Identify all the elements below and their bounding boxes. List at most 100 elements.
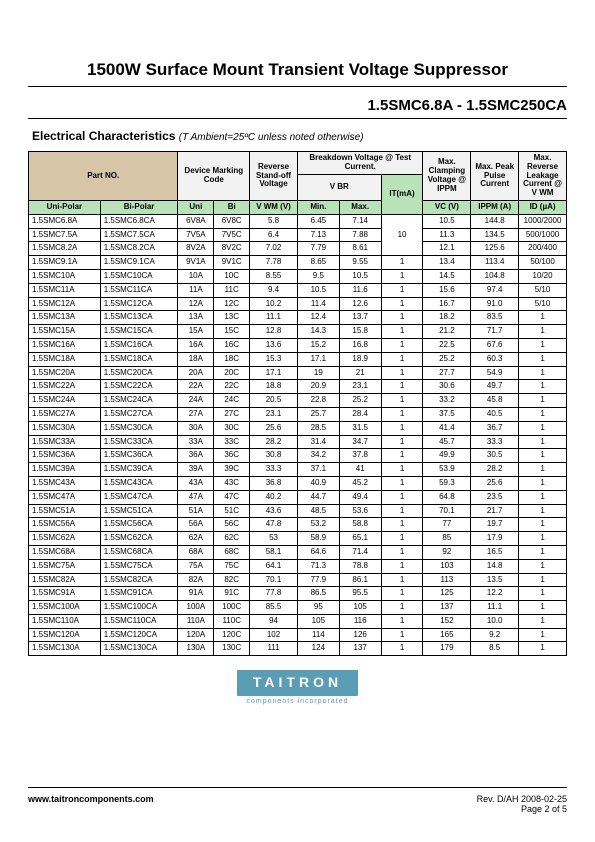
cell: 1 xyxy=(381,463,423,477)
cell: 1.5SMC9.1A xyxy=(29,256,101,270)
cell: 10.2 xyxy=(250,297,298,311)
cell: 7.13 xyxy=(297,228,339,242)
cell: 165 xyxy=(423,628,471,642)
part-range: 1.5SMC6.8A - 1.5SMC250CA xyxy=(28,97,567,114)
cell: 7.78 xyxy=(250,256,298,270)
cell: 95.5 xyxy=(339,587,381,601)
cell: 64.6 xyxy=(297,545,339,559)
cell: 10.5 xyxy=(297,283,339,297)
cell: 144.8 xyxy=(471,214,519,228)
cell: 36A xyxy=(178,449,214,463)
cell: 137 xyxy=(339,642,381,656)
cell: 1 xyxy=(519,366,567,380)
cell: 1 xyxy=(519,587,567,601)
col-breakdown: Breakdown Voltage @ Test Current. xyxy=(297,152,423,175)
cell: 18.8 xyxy=(250,380,298,394)
cell: 179 xyxy=(423,642,471,656)
cell: 6.4 xyxy=(250,228,298,242)
col-bi-polar: Bi-Polar xyxy=(100,200,178,214)
cell: 28.4 xyxy=(339,407,381,421)
cell: 12.2 xyxy=(471,587,519,601)
cell: 53.2 xyxy=(297,518,339,532)
cell: 58.8 xyxy=(339,518,381,532)
cell: 1.5SMC82CA xyxy=(100,573,178,587)
cell: 16.7 xyxy=(423,297,471,311)
cell: 1.5SMC8.2CA xyxy=(100,242,178,256)
col-part-no: Part NO. xyxy=(29,152,178,201)
cell: 8.55 xyxy=(250,269,298,283)
table-row: 1.5SMC75A1.5SMC75CA75A75C64.171.378.8110… xyxy=(29,559,567,573)
cell: 1 xyxy=(519,325,567,339)
cell: 37.5 xyxy=(423,407,471,421)
table-row: 1.5SMC82A1.5SMC82CA82A82C70.177.986.1111… xyxy=(29,573,567,587)
cell: 67.6 xyxy=(471,338,519,352)
cell: 14.8 xyxy=(471,559,519,573)
cell: 1.5SMC47A xyxy=(29,490,101,504)
cell: 10.5 xyxy=(423,214,471,228)
cell: 7.79 xyxy=(297,242,339,256)
cell: 92 xyxy=(423,545,471,559)
section-note: (T Ambient=25ºC unless noted otherwise) xyxy=(179,132,364,143)
col-it: IT(mA) xyxy=(381,174,423,214)
col-uni: Uni xyxy=(178,200,214,214)
cell: 1.5SMC6.8CA xyxy=(100,214,178,228)
cell: 71.3 xyxy=(297,559,339,573)
cell: 125.6 xyxy=(471,242,519,256)
cell: 9.5 xyxy=(297,269,339,283)
cell: 1 xyxy=(519,338,567,352)
cell: 25.6 xyxy=(250,421,298,435)
cell: 1.5SMC68A xyxy=(29,545,101,559)
cell: 120A xyxy=(178,628,214,642)
cell: 21.7 xyxy=(471,504,519,518)
cell: 1.5SMC39A xyxy=(29,463,101,477)
cell: 1.5SMC10A xyxy=(29,269,101,283)
cell: 54.9 xyxy=(471,366,519,380)
cell: 75C xyxy=(214,559,250,573)
cell: 1.5SMC110CA xyxy=(100,614,178,628)
col-max: Max. xyxy=(339,200,381,214)
cell: 6V8A xyxy=(178,214,214,228)
table-row: 1.5SMC7.5A1.5SMC7.5CA7V5A7V5C6.47.137.88… xyxy=(29,228,567,242)
cell: 1 xyxy=(381,435,423,449)
cell: 11.1 xyxy=(250,311,298,325)
logo-subtitle: components incorporated xyxy=(28,698,567,705)
cell: 1.5SMC11CA xyxy=(100,283,178,297)
cell: 1000/2000 xyxy=(519,214,567,228)
table-row: 1.5SMC68A1.5SMC68CA68A68C58.164.671.4192… xyxy=(29,545,567,559)
footer: www.taitroncomponents.com Rev. D/AH 2008… xyxy=(28,787,567,814)
cell: 6V8C xyxy=(214,214,250,228)
cell: 1 xyxy=(381,311,423,325)
cell: 43C xyxy=(214,476,250,490)
cell: 95 xyxy=(297,601,339,615)
cell: 16A xyxy=(178,338,214,352)
cell: 1.5SMC24CA xyxy=(100,394,178,408)
cell: 1 xyxy=(381,407,423,421)
cell: 1 xyxy=(519,352,567,366)
section-heading: Electrical Characteristics (T Ambient=25… xyxy=(32,129,567,143)
cell: 1 xyxy=(519,545,567,559)
cell: 41.4 xyxy=(423,421,471,435)
cell: 71.4 xyxy=(339,545,381,559)
cell: 1 xyxy=(381,256,423,270)
cell: 1 xyxy=(519,311,567,325)
cell: 1 xyxy=(381,283,423,297)
cell: 9V1A xyxy=(178,256,214,270)
cell: 113.4 xyxy=(471,256,519,270)
cell: 1 xyxy=(519,504,567,518)
table-row: 1.5SMC30A1.5SMC30CA30A30C25.628.531.5141… xyxy=(29,421,567,435)
cell: 45.7 xyxy=(423,435,471,449)
cell: 41 xyxy=(339,463,381,477)
cell: 13C xyxy=(214,311,250,325)
cell: 1.5SMC10CA xyxy=(100,269,178,283)
cell: 105 xyxy=(297,614,339,628)
logo-block: TAITRON components incorporated xyxy=(28,670,567,705)
cell: 1.5SMC22CA xyxy=(100,380,178,394)
cell: 1 xyxy=(381,614,423,628)
cell: 25.6 xyxy=(471,476,519,490)
cell: 10 xyxy=(381,214,423,255)
cell: 1 xyxy=(381,297,423,311)
cell: 1.5SMC130A xyxy=(29,642,101,656)
cell: 7.88 xyxy=(339,228,381,242)
col-dev-mark: Device Marking Code xyxy=(178,152,250,201)
cell: 21 xyxy=(339,366,381,380)
